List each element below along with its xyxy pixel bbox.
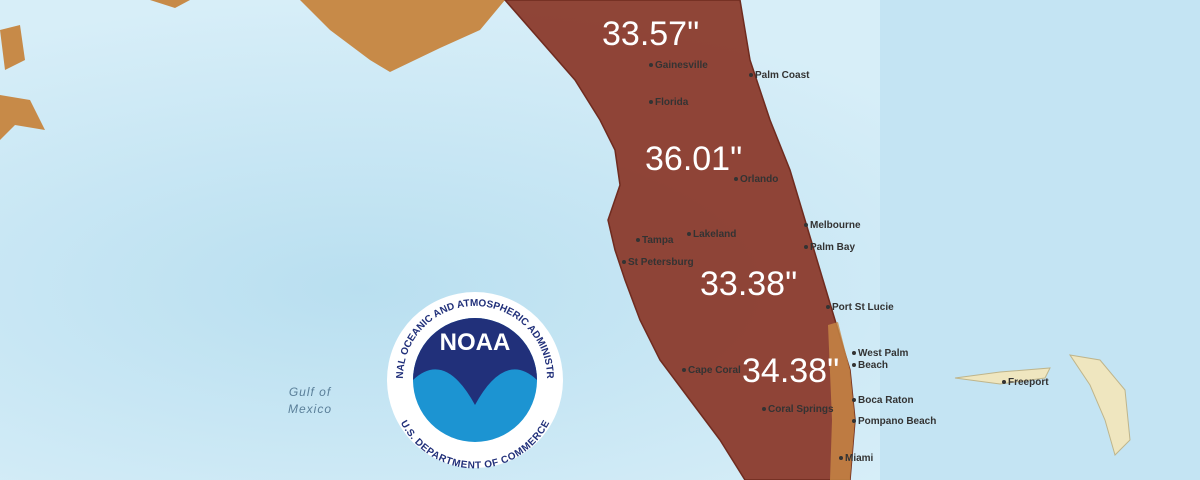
water-label: Mexico [288,402,332,416]
southeast-zone [828,322,855,480]
place-label: Palm Coast [755,70,810,81]
place-label: Pompano Beach [858,416,936,427]
place-label: Freeport [1008,377,1049,388]
place-label: Port St Lucie [832,302,894,313]
place-dot [649,100,653,104]
place-dot [749,73,753,77]
place-dot [649,63,653,67]
place-label: Boca Raton [858,395,914,406]
place-label: Cape Coral [688,365,741,376]
place-label: Beach [858,360,888,371]
atlantic [880,0,1200,480]
labels: 33.57" 36.01" 33.38" 34.38" Gainesville Palm … [288,15,1049,464]
bahamas [954,354,1131,456]
value-label: 34.38" [742,352,839,390]
place-dot [852,363,856,367]
place-label: Palm Bay [810,242,855,253]
place-label: Coral Springs [768,404,834,415]
place-dot [636,238,640,242]
value-label: 36.01" [645,140,742,178]
place-dot [852,398,856,402]
place-label: Lakeland [693,229,736,240]
panhandle [300,0,505,72]
place-label: West Palm [858,348,908,359]
place-dot [682,368,686,372]
place-label: Melbourne [810,220,861,231]
place-dot [762,407,766,411]
place-dot [852,351,856,355]
place-dot [804,245,808,249]
value-label: 33.38" [700,265,797,303]
value-label: 33.57" [602,15,699,53]
place-label: Florida [655,97,689,108]
place-dot [622,260,626,264]
place-label: Gainesville [655,60,708,71]
place-dot [804,223,808,227]
place-dot [1002,380,1006,384]
place-label: Tampa [642,235,674,246]
logo-wordmark: NOAA [440,329,511,356]
place-label: Miami [845,453,874,464]
place-dot [687,232,691,236]
logo-top [413,318,537,405]
place-label: Orlando [740,174,778,185]
place-label: St Petersburg [628,257,694,268]
place-dot [826,305,830,309]
water-label: Gulf of [289,385,332,399]
place-dot [839,456,843,460]
florida [504,0,856,480]
place-dot [734,177,738,181]
place-dot [852,419,856,423]
